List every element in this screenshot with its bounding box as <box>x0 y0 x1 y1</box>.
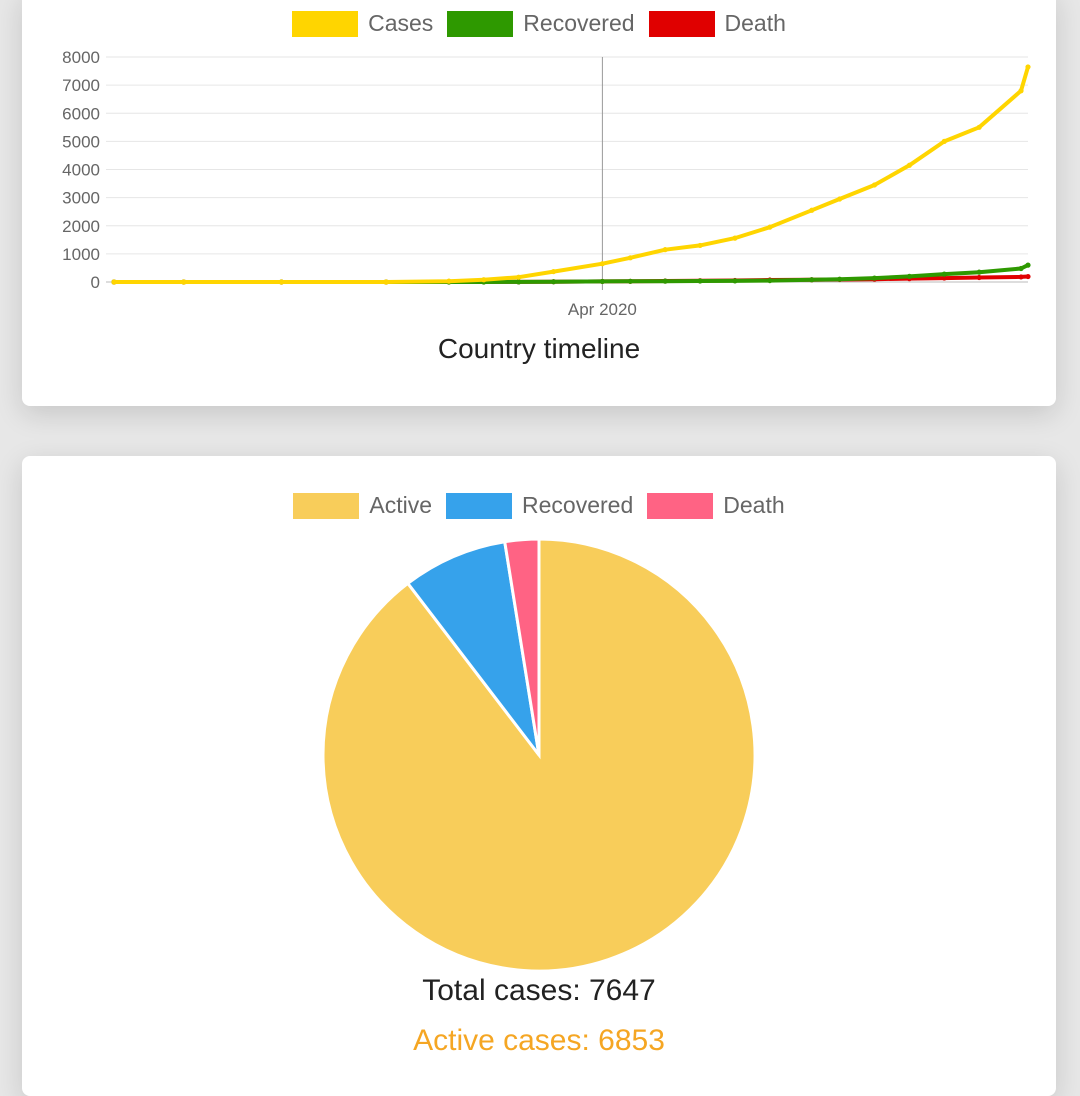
data-point-cases <box>1025 64 1031 70</box>
legend-item-active[interactable]: Active <box>293 492 432 519</box>
legend-label-recovered: Recovered <box>523 10 635 36</box>
y-tick-label: 5000 <box>62 132 100 151</box>
data-point-recovered <box>599 278 605 285</box>
y-tick-label: 1000 <box>62 245 100 264</box>
legend-item-death[interactable]: Death <box>648 10 786 37</box>
data-point-cases <box>941 138 947 144</box>
data-point-cases <box>111 279 117 285</box>
legend-label-recovered: Recovered <box>522 492 634 518</box>
data-point-recovered <box>732 278 738 284</box>
data-point-death <box>1018 274 1024 280</box>
summary-card: Active Recovered Death Total cases: 7647… <box>22 456 1056 1096</box>
data-point-cases <box>446 278 452 284</box>
data-point-recovered <box>1018 265 1024 272</box>
series-line-cases <box>112 64 1030 284</box>
data-point-cases <box>516 274 522 280</box>
legend-label-cases: Cases <box>368 10 434 36</box>
legend-item-death[interactable]: Death <box>647 492 785 519</box>
data-point-recovered <box>516 279 522 285</box>
active-cases-text: Active cases: 6853 <box>413 1024 665 1057</box>
legend-label-death: Death <box>723 492 785 518</box>
y-tick-label: 4000 <box>62 161 100 180</box>
data-point-cases <box>550 268 557 275</box>
data-point-recovered <box>809 277 815 283</box>
legend-label-active: Active <box>369 492 433 518</box>
data-point-cases <box>383 279 389 285</box>
timeline-legend: Cases Recovered Death <box>22 10 1056 37</box>
y-tick-label: 2000 <box>62 217 100 236</box>
data-point-death <box>941 275 947 281</box>
x-tick-label: Apr 2020 <box>568 300 637 319</box>
chart-title: Country timeline <box>437 333 641 364</box>
legend-swatch-recovered <box>446 492 513 519</box>
data-point-recovered <box>976 269 982 275</box>
data-point-death <box>1025 273 1031 280</box>
data-point-recovered <box>627 278 633 284</box>
legend-item-recovered[interactable]: Recovered <box>447 10 635 37</box>
data-point-cases <box>732 235 738 241</box>
data-point-cases <box>976 124 982 130</box>
legend-swatch-death <box>647 492 714 519</box>
data-point-cases <box>278 279 285 285</box>
legend-label-death: Death <box>724 10 786 36</box>
data-point-recovered <box>871 275 878 281</box>
legend-swatch-recovered <box>447 10 514 37</box>
timeline-card: 0 1000 2000 3000 4000 5000 6000 7000 8000 Apr 202… <box>22 0 1056 406</box>
legend-swatch-active <box>293 492 360 519</box>
data-point-cases <box>697 242 703 249</box>
data-point-recovered <box>550 279 557 285</box>
data-point-cases <box>906 162 912 168</box>
pie-slice-death <box>503 537 541 756</box>
y-tick-label: 6000 <box>62 104 100 123</box>
y-tick-label: 8000 <box>62 48 100 67</box>
data-point-cases <box>599 261 605 267</box>
legend-item-cases[interactable]: Cases <box>292 10 433 37</box>
data-point-cases <box>481 277 487 283</box>
legend-item-recovered[interactable]: Recovered <box>446 492 633 519</box>
data-point-death <box>976 274 982 281</box>
data-point-cases <box>627 255 633 261</box>
data-point-recovered <box>941 271 947 277</box>
y-tick-label: 3000 <box>62 189 100 208</box>
legend-swatch-death <box>648 10 715 37</box>
data-point-cases <box>1018 88 1024 94</box>
timeline-chart: 0 1000 2000 3000 4000 5000 6000 7000 8000 Apr 202… <box>62 48 1031 319</box>
data-point-recovered <box>662 278 668 284</box>
y-tick-label: 7000 <box>62 76 100 95</box>
legend-swatch-cases <box>292 10 359 37</box>
total-cases-text: Total cases: 7647 <box>422 974 656 1007</box>
y-tick-label: 0 <box>91 273 100 292</box>
data-point-cases <box>871 182 878 188</box>
data-point-cases <box>809 207 815 213</box>
data-point-recovered <box>906 273 912 279</box>
data-point-cases <box>662 247 668 253</box>
pie-slice-recovered <box>405 540 541 756</box>
cases-pie-chart <box>321 537 757 973</box>
data-point-cases <box>767 224 773 230</box>
data-point-recovered <box>767 277 773 284</box>
pie-legend: Active Recovered Death <box>22 492 1056 519</box>
data-point-recovered <box>697 278 703 284</box>
data-point-cases <box>837 196 843 202</box>
data-point-cases <box>181 279 187 285</box>
data-point-recovered <box>1025 262 1031 268</box>
data-point-recovered <box>837 276 843 282</box>
